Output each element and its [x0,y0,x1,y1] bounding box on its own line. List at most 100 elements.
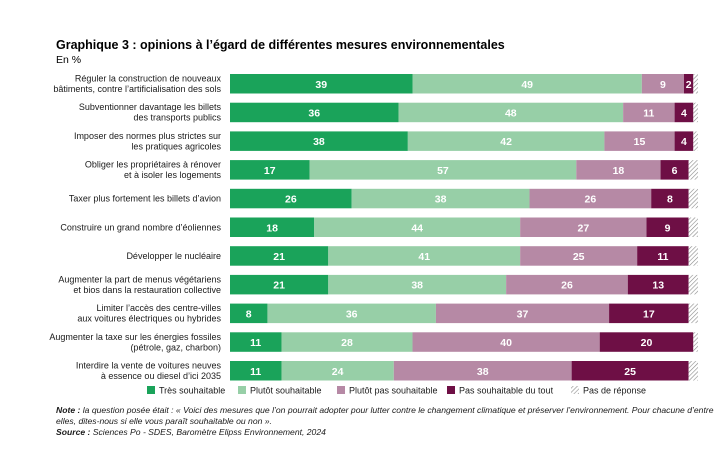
bar-segment [281,332,413,352]
bar-segment [281,361,394,381]
data-label: 18 [613,165,625,177]
bar-segment [328,274,507,295]
chart-note: Note : la question posée était : « Voici… [56,405,716,438]
note-text: la question posée était : « Voici des me… [56,405,714,426]
data-label: 6 [672,165,678,177]
bar-segment [571,361,689,381]
bar-segment [674,102,694,123]
bar-segment [314,217,521,237]
bar-segment [627,274,689,295]
data-label: 8 [246,308,252,320]
data-label: 38 [477,366,489,378]
legend-label: Pas souhaitable du tout [459,386,554,396]
bar-segment [674,131,694,151]
category-label: Développer le nucléaire [126,251,221,261]
legend-label: Très souhaitable [159,386,225,396]
data-label: 44 [411,222,423,234]
bar-segment [309,160,577,180]
category-label: Interdire la vente de voitures neuves à e… [76,361,222,382]
data-label: 17 [264,165,276,177]
data-label: 25 [624,366,636,378]
data-label: 24 [332,366,344,378]
note-label: Note : [56,405,81,415]
bar-segment [506,274,628,295]
data-label: 18 [266,222,278,234]
bar-segment [693,131,698,151]
legend-swatch [447,386,455,394]
bar-segment [230,361,282,381]
data-label: 9 [660,79,666,91]
legend-label: Pas de réponse [583,386,646,396]
data-label: 11 [250,337,261,349]
data-label: 21 [273,280,285,292]
bar-segment [412,74,642,94]
bar-segment [576,160,661,180]
bar-segment [393,361,572,381]
data-label: 11 [657,251,668,263]
category-label-line: Imposer des normes plus strictes sur [74,131,221,141]
category-label-line: Interdire la vente de voitures neuves [76,361,222,371]
bar-segment [609,303,689,324]
bar-segment [230,274,329,295]
data-label: 11 [250,366,261,378]
data-label: 2 [686,79,692,91]
bar-segment [604,131,675,151]
note-text-block: Note : la question posée était : « Voici… [56,405,716,427]
data-label: 4 [681,136,687,148]
data-label: 25 [573,251,585,263]
bar-segment [230,160,310,180]
category-label-line: Subventionner davantage les billets [79,102,222,112]
category-label-line: (pétrole, gaz, charbon) [130,342,221,352]
bar-segment [693,332,698,352]
data-label: 20 [641,337,653,349]
bar-segment [230,102,399,123]
data-label: 9 [665,222,671,234]
chart-title: Graphique 3 : opinions à l’égard de diff… [56,38,505,52]
data-label: 15 [634,136,646,148]
data-label: 21 [273,251,285,263]
bar-segment [688,188,698,209]
legend-swatch [147,386,155,394]
bar-segment [646,217,689,237]
bars: 39 49 9 2 36 48 11 4 38 42 15 4 17 57 18 6 26 38 26 8 18 44 27… [230,74,698,381]
category-label: Augmenter la taxe sur les énergies fossi… [49,332,221,353]
category-label: Réguler la construction de nouveaux bâtim… [53,74,221,95]
category-label: Taxer plus fortement les billets d’avion [69,194,221,204]
source-label: Source : [56,427,91,437]
data-label: 36 [308,107,320,119]
data-label: 27 [577,222,589,234]
category-label-line: Obliger les propriétaires à rénover [85,160,221,170]
data-label: 28 [341,337,353,349]
bar-segment [230,246,329,266]
bar-segment [267,303,436,324]
bar-segment [412,332,600,352]
category-label: Augmenter la part de menus végétariens et… [58,274,221,295]
bar-segment [641,74,684,94]
bar-segment [688,361,698,381]
legend-label: Plutôt pas souhaitable [349,386,438,396]
category-label-line: Réguler la construction de nouveaux [75,74,222,84]
data-label: 8 [667,194,673,206]
bar-segment [328,246,521,266]
data-label: 42 [500,136,512,148]
data-label: 11 [643,107,654,119]
bar-segment [599,332,694,352]
bar-segment [637,246,689,266]
bar-segment [351,188,530,209]
data-label: 40 [500,337,512,349]
data-label: 13 [652,280,664,292]
bar-segment [688,274,698,295]
bar-segment [520,246,638,266]
data-label: 36 [346,308,358,320]
category-label: Construire un grand nombre d’éoliennes [60,222,221,232]
bar-segment [688,303,698,324]
bar-segment [230,74,413,94]
legend-swatch [571,386,579,394]
bar-segment [683,74,694,94]
data-label: 37 [517,308,529,320]
data-label: 57 [437,165,449,177]
data-label: 4 [681,107,687,119]
data-label: 38 [435,194,447,206]
category-label-line: Limiter l’accès des centre-villes [96,303,221,313]
